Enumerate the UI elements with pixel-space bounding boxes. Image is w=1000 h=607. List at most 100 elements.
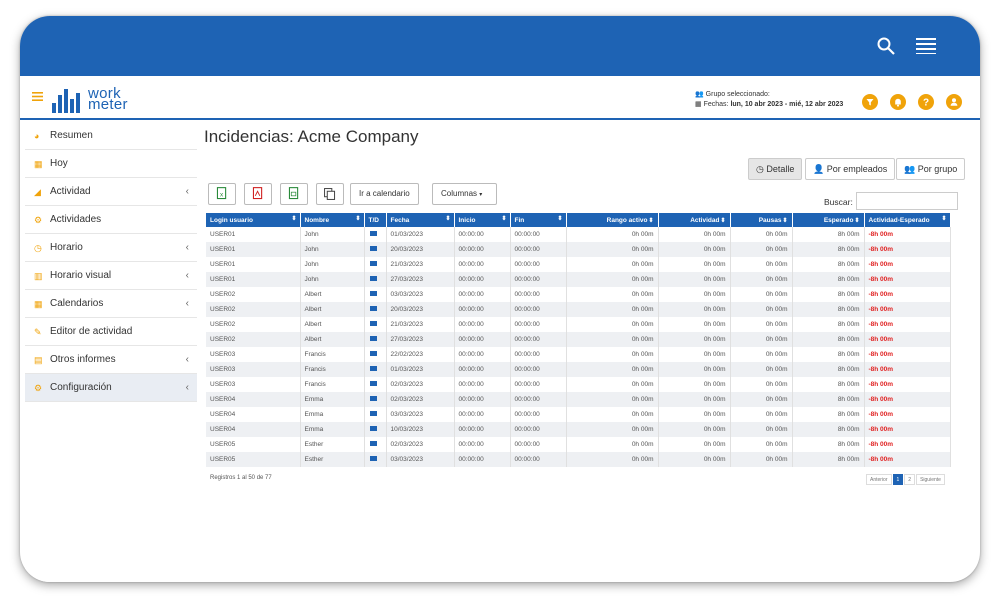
sidebar-item-3[interactable]: ⚙ Actividades <box>25 206 197 234</box>
table-cell: Esther <box>300 452 365 467</box>
table-cell: 0h 00m <box>566 302 659 317</box>
export-csv-button[interactable] <box>280 183 308 205</box>
table-row[interactable]: USER03 Francis 22/02/2023 00:00:00 00:00:00 0… <box>206 347 951 362</box>
flag-icon <box>369 366 377 371</box>
table-cell: John <box>300 257 365 272</box>
search-icon[interactable] <box>876 36 896 56</box>
pagination-page-2[interactable]: 2 <box>904 474 916 485</box>
pagination-prev[interactable]: Anterior <box>866 474 892 485</box>
table-row[interactable]: USER03 Francis 01/03/2023 00:00:00 00:00:00 0… <box>206 362 951 377</box>
table-cell: 8h 00m <box>792 317 865 332</box>
export-pdf-button[interactable] <box>244 183 272 205</box>
td-cell <box>364 437 387 452</box>
excel-icon: x <box>216 187 227 200</box>
table-cell: 00:00:00 <box>510 377 567 392</box>
table-row[interactable]: USER04 Emma 03/03/2023 00:00:00 00:00:00 0h 0… <box>206 407 951 422</box>
menu-icon[interactable] <box>916 38 936 54</box>
ir-a-calendario-button[interactable]: Ir a calendario <box>350 183 419 205</box>
table-cell: 0h 00m <box>658 437 731 452</box>
column-header[interactable]: Login usuario ⬍ <box>206 213 301 227</box>
table-cell: 00:00:00 <box>510 437 567 452</box>
sidebar-item-9[interactable]: ⚙ Configuración ‹ <box>25 374 197 402</box>
table-cell: Emma <box>300 392 365 407</box>
flag-icon <box>369 291 377 296</box>
filter-button[interactable] <box>862 94 878 110</box>
table-row[interactable]: USER02 Albert 27/03/2023 00:00:00 00:00:00 0h… <box>206 332 951 347</box>
dashboard-icon: ◕ <box>34 131 40 141</box>
sidebar-item-4[interactable]: ◷ Horario ‹ <box>25 234 197 262</box>
export-excel-button[interactable]: x <box>208 183 236 205</box>
table-cell: USER03 <box>206 362 301 377</box>
pagination-page-1[interactable]: 1 <box>892 474 904 485</box>
sidebar-item-2[interactable]: ◢ Actividad ‹ <box>25 178 197 206</box>
column-header[interactable]: Fin ⬍ <box>510 213 567 227</box>
detalle-button[interactable]: ◷ Detalle <box>748 158 803 180</box>
table-cell: USER05 <box>206 437 301 452</box>
table-row[interactable]: USER04 Emma 02/03/2023 00:00:00 00:00:00 0h 0… <box>206 392 951 407</box>
table-cell: 27/03/2023 <box>386 332 455 347</box>
sidebar-item-7[interactable]: ✎ Editor de actividad <box>25 318 197 346</box>
table-row[interactable]: USER01 John 20/03/2023 00:00:00 00:00:00 0h 0… <box>206 242 951 257</box>
table-cell: Albert <box>300 317 365 332</box>
chevron-left-icon: ‹ <box>185 242 189 253</box>
flag-icon <box>369 306 377 311</box>
por-grupo-button[interactable]: 👥 Por grupo <box>896 158 966 180</box>
table-row[interactable]: USER02 Albert 21/03/2023 00:00:00 00:00:00 0h… <box>206 317 951 332</box>
column-header[interactable]: Fecha ⬍ <box>386 213 455 227</box>
por-empleados-label: Por empleados <box>826 164 888 174</box>
table-row[interactable]: USER01 John 27/03/2023 00:00:00 00:00:00 0h 0… <box>206 272 951 287</box>
sidebar-item-0[interactable]: ◕ Resumen <box>25 122 197 150</box>
column-header[interactable]: Nombre ⬍ <box>300 213 365 227</box>
user-button[interactable] <box>946 94 962 110</box>
table-row[interactable]: USER04 Emma 10/03/2023 00:00:00 00:00:00 0h 0… <box>206 422 951 437</box>
table-row[interactable]: USER05 Esther 03/03/2023 00:00:00 00:00:00 0h… <box>206 452 951 467</box>
column-header[interactable]: Actividad⬍ <box>658 213 731 227</box>
column-header[interactable]: Actividad-Esperado ⬍ <box>864 213 951 227</box>
columnas-dropdown[interactable]: Columnas ▾ <box>432 183 497 205</box>
logo-text-line2: meter <box>88 96 128 113</box>
sidebar-item-8[interactable]: ▤ Otros informes ‹ <box>25 346 197 374</box>
table-cell: 00:00:00 <box>454 302 511 317</box>
table-cell: 8h 00m <box>792 407 865 422</box>
table-row[interactable]: USER02 Albert 03/03/2023 00:00:00 00:00:00 0h… <box>206 287 951 302</box>
column-header[interactable]: T/D <box>364 213 387 227</box>
column-header[interactable]: Pausas⬍ <box>730 213 793 227</box>
table-row[interactable]: USER01 John 21/03/2023 00:00:00 00:00:00 0h 0… <box>206 257 951 272</box>
table-cell: 10/03/2023 <box>386 422 455 437</box>
table-cell: John <box>300 227 365 242</box>
dates-prefix: Fechas: <box>703 101 729 108</box>
calendar-icon: ▦ <box>34 299 43 309</box>
hamburger-icon[interactable] <box>32 92 43 101</box>
td-cell <box>364 392 387 407</box>
pagination-next[interactable]: Siguiente <box>916 474 945 485</box>
area-chart-icon: ◢ <box>34 187 41 197</box>
sidebar-item-6[interactable]: ▦ Calendarios ‹ <box>25 290 197 318</box>
table-cell: 0h 00m <box>566 272 659 287</box>
copy-button[interactable] <box>316 183 344 205</box>
table-cell: 0h 00m <box>658 422 731 437</box>
td-cell <box>364 362 387 377</box>
column-header-label: Esperado <box>823 216 854 224</box>
table-cell: 21/03/2023 <box>386 317 455 332</box>
sidebar-item-1[interactable]: ▦ Hoy <box>25 150 197 178</box>
group-date-info: 👥 Grupo seleccionado: ▦ Fechas: lun, 10 … <box>695 90 843 110</box>
table-row[interactable]: USER05 Esther 02/03/2023 00:00:00 00:00:00 0h… <box>206 437 951 452</box>
column-header[interactable]: Rango activo⬍ <box>566 213 659 227</box>
flag-icon <box>369 426 377 431</box>
sidebar-item-5[interactable]: ▥ Horario visual ‹ <box>25 262 197 290</box>
column-header[interactable]: Esperado⬍ <box>792 213 865 227</box>
flag-icon <box>369 321 377 326</box>
table-row[interactable]: USER03 Francis 02/03/2023 00:00:00 00:00:00 0… <box>206 377 951 392</box>
table-row[interactable]: USER02 Albert 20/03/2023 00:00:00 00:00:00 0h… <box>206 302 951 317</box>
help-button[interactable]: ? <box>918 94 934 110</box>
table-cell: 03/03/2023 <box>386 452 455 467</box>
table-cell: USER01 <box>206 227 301 242</box>
table-cell: 8h 00m <box>792 437 865 452</box>
table-cell: 0h 00m <box>566 392 659 407</box>
por-empleados-button[interactable]: 👤 Por empleados <box>805 158 896 180</box>
column-header[interactable]: Inicio ⬍ <box>454 213 511 227</box>
table-header-row: Login usuario ⬍ Nombre ⬍ T/D Fecha ⬍ Inicio ⬍ Fin… <box>206 213 951 227</box>
search-input[interactable] <box>856 192 958 210</box>
table-row[interactable]: USER01 John 01/03/2023 00:00:00 00:00:00 0h 0… <box>206 227 951 242</box>
notifications-button[interactable] <box>890 94 906 110</box>
